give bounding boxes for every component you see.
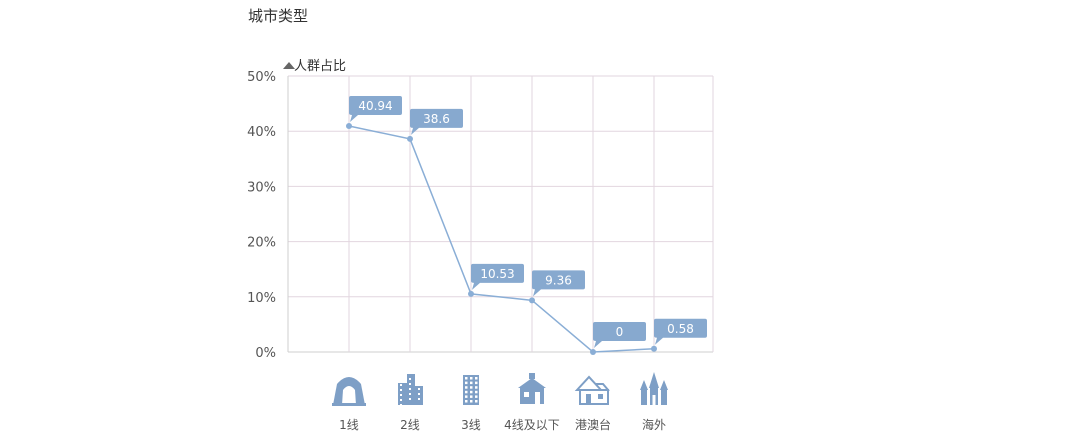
category-label: 海外 <box>642 417 666 432</box>
series-line <box>348 125 655 353</box>
category-label: 4线及以下 <box>504 418 560 432</box>
data-point-1 <box>407 135 413 142</box>
data-point-2 <box>468 290 474 297</box>
data-label-0: 40.94 <box>349 96 402 123</box>
data-label-box <box>532 270 585 297</box>
house-icon <box>574 375 610 405</box>
data-label-3: 9.36 <box>532 270 585 297</box>
data-label-5: 0.58 <box>654 318 707 345</box>
category-icons <box>332 372 668 406</box>
category-labels: 1线 2线 3线 4线及以下 港澳台 海外 <box>339 417 666 432</box>
category-label: 港澳台 <box>575 417 611 432</box>
data-label-2: 10.53 <box>471 263 524 290</box>
data-point-3 <box>529 297 535 304</box>
data-label-box <box>654 318 707 345</box>
y-tick-label: 30% <box>247 180 276 195</box>
category-label: 1线 <box>339 418 359 432</box>
y-tick-label: 20% <box>247 236 276 251</box>
chart-title: 城市类型 <box>248 7 308 25</box>
data-label-text: 10.53 <box>480 267 514 281</box>
category-label: 3线 <box>461 418 481 432</box>
data-label-box <box>349 96 402 123</box>
data-label-box <box>593 322 646 348</box>
y-tick-label: 50% <box>247 70 276 85</box>
data-label-text: 38.6 <box>423 112 450 126</box>
data-point-4 <box>590 349 596 355</box>
office-tower-icon <box>398 374 423 406</box>
apartment-block-icon <box>463 375 479 405</box>
gate-building-icon <box>332 377 366 406</box>
data-label-text: 9.36 <box>545 273 572 287</box>
church-icon <box>640 372 668 405</box>
data-label-box <box>471 263 524 290</box>
data-label-text: 40.94 <box>358 99 392 113</box>
data-point-0 <box>346 123 352 130</box>
y-tick-label: 40% <box>247 125 276 140</box>
data-label-text: 0 <box>616 325 624 339</box>
data-label-box <box>410 108 463 135</box>
small-house-icon <box>518 373 546 404</box>
y-axis-label: 人群占比 <box>294 59 346 74</box>
y-tick-label: 0% <box>255 346 276 361</box>
data-label-1: 38.6 <box>410 108 463 135</box>
y-tick-label: 10% <box>247 291 276 306</box>
data-label-text: 0.58 <box>667 322 694 336</box>
y-axis-ticks: 0% 10% 20% 30% 40% 50% <box>247 70 276 361</box>
data-labels: 40.94 38.6 10.53 9.36 0 0.58 <box>349 96 707 348</box>
data-label-4: 0 <box>593 322 646 348</box>
y-axis-arrow-icon <box>283 62 295 69</box>
data-point-5 <box>651 345 657 352</box>
series <box>346 123 657 355</box>
gridlines <box>287 75 714 353</box>
category-label: 2线 <box>400 418 420 432</box>
